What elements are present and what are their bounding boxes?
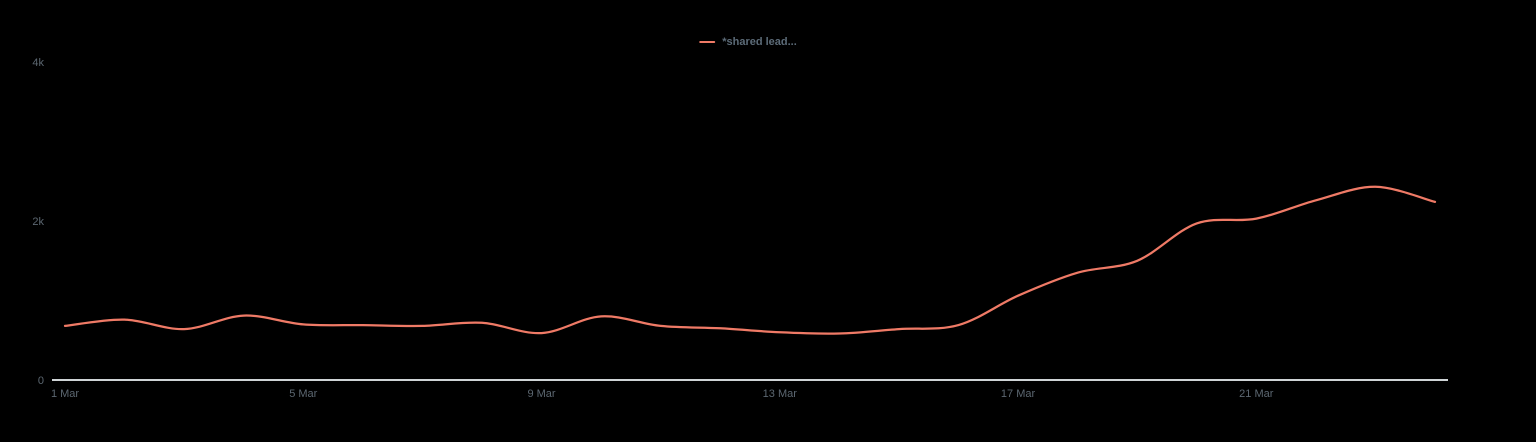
series-marker-icon <box>699 41 716 43</box>
x-axis-tick-label: 17 Mar <box>1001 388 1036 400</box>
y-axis-tick-label: 2k <box>32 216 44 228</box>
x-axis-tick-label: 9 Mar <box>527 388 555 400</box>
x-axis-tick-label: 13 Mar <box>763 388 798 400</box>
x-axis-tick-label: 21 Mar <box>1239 388 1274 400</box>
chart-legend[interactable]: *shared lead... <box>699 36 797 48</box>
x-axis-tick-label: 1 Mar <box>51 388 79 400</box>
y-axis-tick-label: 0 <box>38 375 44 387</box>
x-axis-tick-label: 5 Mar <box>289 388 317 400</box>
y-axis-tick-label: 4k <box>32 57 44 69</box>
series-line[interactable] <box>63 185 1437 335</box>
series-label: *shared lead... <box>722 36 797 48</box>
